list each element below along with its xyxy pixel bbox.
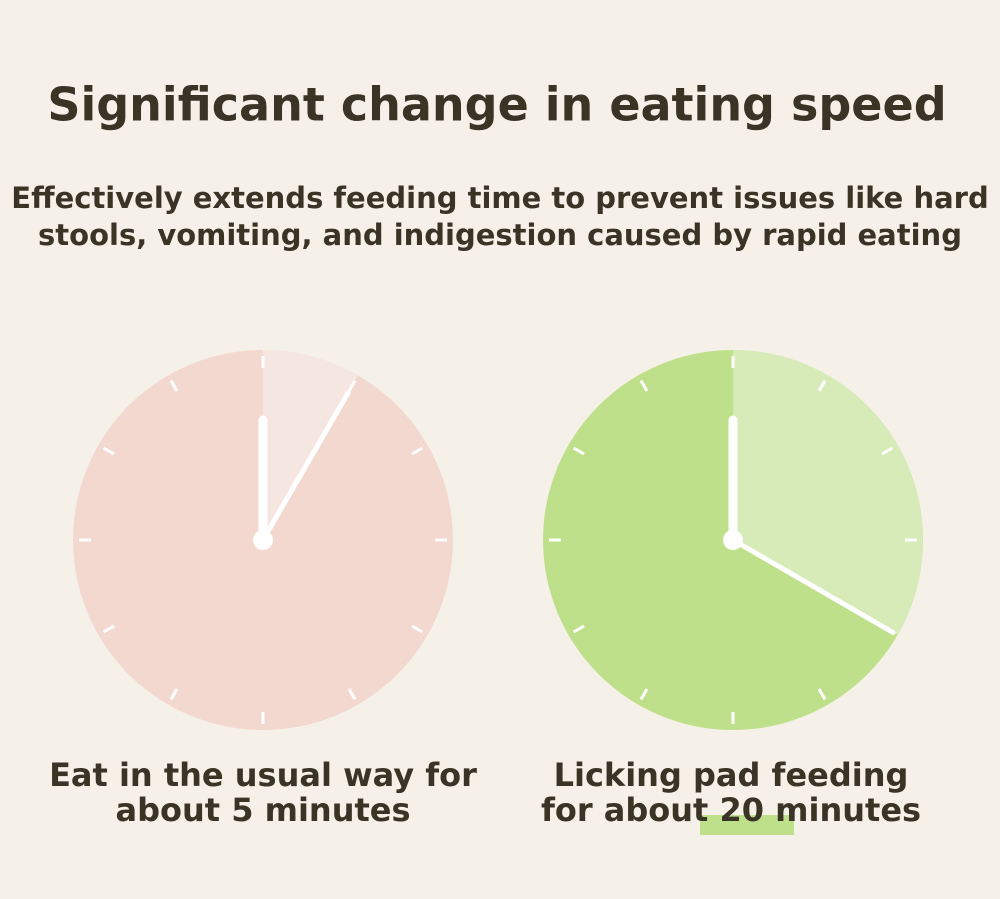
caption-line: Eat in the usual way for	[49, 756, 477, 794]
clock-tick	[881, 446, 894, 456]
clock-tick	[102, 446, 115, 456]
clock-ticks	[79, 356, 447, 724]
clock-pin	[723, 530, 743, 550]
clock-pin	[253, 530, 273, 550]
caption-line: Licking pad feeding	[554, 756, 909, 794]
clock-tick	[411, 624, 424, 634]
clock-tick	[411, 446, 424, 456]
minute-hand	[730, 537, 896, 635]
clock-tick	[817, 379, 827, 392]
clock-sector	[733, 350, 923, 635]
clock-tick	[347, 688, 357, 701]
clock-tick	[572, 624, 585, 634]
clock-slow	[543, 350, 923, 730]
caption-line: about 5 minutes	[115, 791, 410, 829]
clock-ticks	[549, 356, 917, 724]
clock-tick	[169, 379, 179, 392]
highlight	[700, 815, 794, 835]
minute-hand	[260, 390, 351, 543]
clock-fast	[73, 350, 453, 730]
clock-tick	[639, 688, 649, 701]
title: Significant change in eating speed	[47, 78, 946, 132]
clock-tick	[102, 624, 115, 634]
subtitle-line: Effectively extends feeding time to prev…	[11, 181, 988, 215]
subtitle-line: stools, vomiting, and indigestion caused…	[38, 218, 962, 252]
clock-tick	[639, 379, 649, 392]
clock-sector	[263, 350, 358, 540]
caption-line: for about 20 minutes	[541, 791, 921, 829]
clock-tick	[347, 379, 357, 392]
clock-tick	[572, 446, 585, 456]
clock-tick	[169, 688, 179, 701]
clock-tick	[817, 688, 827, 701]
